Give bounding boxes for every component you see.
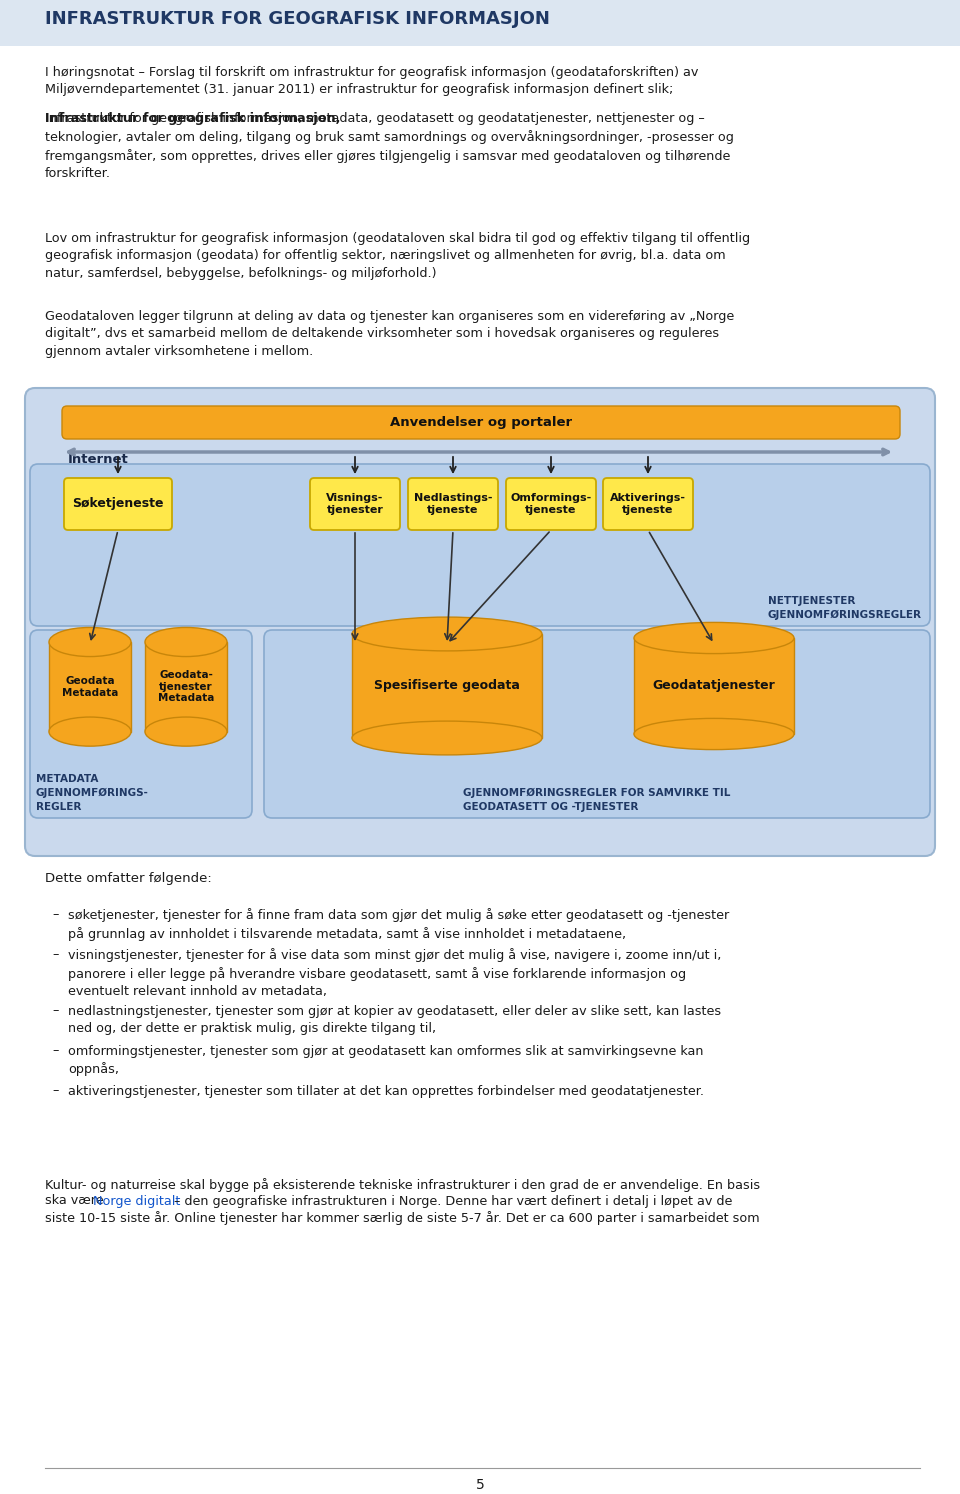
Text: Anvendelser og portaler: Anvendelser og portaler — [390, 415, 572, 429]
Text: –: – — [52, 1044, 59, 1058]
Text: nedlastningstjenester, tjenester som gjør at kopier av geodatasett, eller deler : nedlastningstjenester, tjenester som gjø… — [68, 1004, 721, 1035]
Text: –: – — [52, 949, 59, 961]
Ellipse shape — [49, 627, 131, 656]
Bar — [634, 638, 794, 734]
Text: siste 10-15 siste år. Online tjenester har kommer særlig de siste 5-7 år. Det er: siste 10-15 siste år. Online tjenester h… — [45, 1212, 759, 1225]
Text: Geodata-
tjenester
Metadata: Geodata- tjenester Metadata — [157, 671, 214, 704]
Text: GJENNOMFØRINGSREGLER FOR SAMVIRKE TIL
GEODATASETT OG -TJENESTER: GJENNOMFØRINGSREGLER FOR SAMVIRKE TIL GE… — [464, 789, 731, 813]
Text: Geodata
Metadata: Geodata Metadata — [61, 675, 118, 698]
FancyBboxPatch shape — [310, 478, 400, 530]
Ellipse shape — [352, 617, 542, 651]
Text: METADATA
GJENNOMFØRINGS-
REGLER: METADATA GJENNOMFØRINGS- REGLER — [36, 774, 149, 813]
Text: Norge digitalt: Norge digitalt — [93, 1195, 180, 1207]
Text: Søketjeneste: Søketjeneste — [72, 498, 164, 511]
Text: I høringsnotat – Forslag til forskrift om infrastruktur for geografisk informasj: I høringsnotat – Forslag til forskrift o… — [45, 66, 698, 97]
FancyBboxPatch shape — [603, 478, 693, 530]
Text: – den geografiske infrastrukturen i Norge. Denne har vært definert i detalj i lø: – den geografiske infrastrukturen i Norg… — [170, 1195, 732, 1207]
Text: –: – — [52, 1085, 59, 1098]
Text: ska være: ska være — [45, 1195, 108, 1207]
Ellipse shape — [145, 717, 227, 746]
Text: visningstjenester, tjenester for å vise data som minst gjør det mulig å vise, na: visningstjenester, tjenester for å vise … — [68, 949, 721, 998]
Bar — [49, 642, 131, 732]
FancyBboxPatch shape — [408, 478, 498, 530]
Bar — [0, 0, 960, 46]
Text: Spesifiserte geodata: Spesifiserte geodata — [374, 680, 520, 693]
Text: Infrastruktur for geografisk informasjon, metadata, geodatasett og geodatatjenes: Infrastruktur for geografisk informasjon… — [45, 112, 733, 181]
Text: NETTJENESTER
GJENNOMFØRINGSREGLER: NETTJENESTER GJENNOMFØRINGSREGLER — [768, 596, 922, 620]
Text: Geodataloven legger tilgrunn at deling av data og tjenester kan organiseres som : Geodataloven legger tilgrunn at deling a… — [45, 309, 734, 359]
Text: søketjenester, tjenester for å finne fram data som gjør det mulig å søke etter g: søketjenester, tjenester for å finne fra… — [68, 908, 730, 941]
Text: –: – — [52, 908, 59, 920]
Text: 5: 5 — [475, 1478, 485, 1493]
FancyBboxPatch shape — [506, 478, 596, 530]
FancyBboxPatch shape — [64, 478, 172, 530]
Text: omformingstjenester, tjenester som gjør at geodatasett kan omformes slik at samv: omformingstjenester, tjenester som gjør … — [68, 1044, 704, 1076]
FancyBboxPatch shape — [30, 630, 252, 819]
Bar — [352, 633, 542, 738]
Text: Lov om infrastruktur for geografisk informasjon (geodataloven skal bidra til god: Lov om infrastruktur for geografisk info… — [45, 232, 750, 279]
Ellipse shape — [352, 722, 542, 754]
FancyBboxPatch shape — [25, 388, 935, 856]
Text: –: – — [52, 1004, 59, 1017]
Ellipse shape — [634, 719, 794, 750]
Text: Kultur- og naturreise skal bygge på eksisterende tekniske infrastrukturer i den : Kultur- og naturreise skal bygge på eksi… — [45, 1177, 760, 1192]
Text: INFRASTRUKTUR FOR GEOGRAFISK INFORMASJON: INFRASTRUKTUR FOR GEOGRAFISK INFORMASJON — [45, 10, 550, 28]
FancyBboxPatch shape — [30, 465, 930, 626]
Text: Infrastruktur for geografisk informasjon,: Infrastruktur for geografisk informasjon… — [45, 112, 341, 125]
Text: Visnings-
tjenester: Visnings- tjenester — [326, 493, 384, 515]
Text: Geodatatjenester: Geodatatjenester — [653, 680, 776, 693]
FancyBboxPatch shape — [264, 630, 930, 819]
Text: Aktiverings-
tjeneste: Aktiverings- tjeneste — [610, 493, 686, 515]
Text: Internet: Internet — [68, 453, 129, 466]
Text: Nedlastings-
tjeneste: Nedlastings- tjeneste — [414, 493, 492, 515]
FancyBboxPatch shape — [62, 406, 900, 439]
Text: aktiveringstjenester, tjenester som tillater at det kan opprettes forbindelser m: aktiveringstjenester, tjenester som till… — [68, 1085, 704, 1098]
Ellipse shape — [49, 717, 131, 746]
Ellipse shape — [634, 623, 794, 653]
Text: Omformings-
tjeneste: Omformings- tjeneste — [511, 493, 591, 515]
Text: Dette omfatter følgende:: Dette omfatter følgende: — [45, 872, 212, 884]
Ellipse shape — [145, 627, 227, 656]
Bar — [145, 642, 227, 732]
